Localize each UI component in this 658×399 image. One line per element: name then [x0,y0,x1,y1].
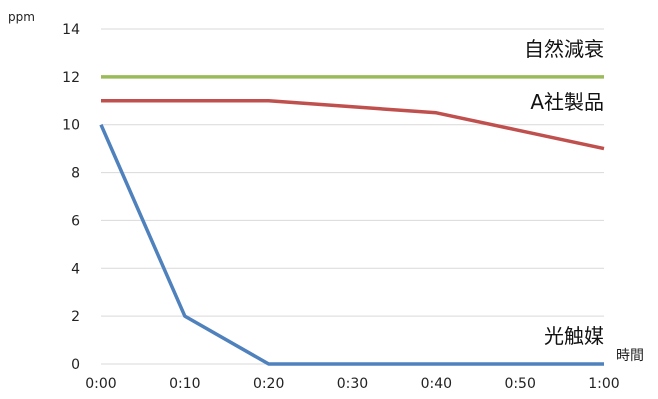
y-axis-unit-label: ppm [8,10,35,24]
y-tick-label: 10 [62,118,80,134]
y-tick-label: 0 [71,357,80,373]
y-tick-label: 12 [62,70,80,86]
series-layer [99,75,605,366]
series-label-1: 自然減衰 [524,37,604,61]
x-axis-unit-label: 時間 [616,348,644,364]
y-tick-label: 8 [71,166,80,182]
x-tick-label: 0:00 [85,376,116,392]
y-tick-label: 6 [71,213,80,229]
series-line-2 [101,99,605,151]
x-tick-label: 0:10 [169,376,200,392]
series-label-2: A社製品 [530,90,604,114]
y-tick-labels: 0 2 4 6 8 10 12 14 [62,22,80,373]
x-tick-label: 0:40 [421,376,452,392]
x-tick-labels: 0:00 0:10 0:20 0:30 0:40 0:50 1:00 [85,376,619,392]
x-tick-label: 0:20 [253,376,284,392]
x-tick-label: 0:30 [337,376,368,392]
y-tick-label: 2 [71,309,80,325]
y-tick-label: 14 [62,22,80,38]
series-line-3 [99,123,604,366]
y-tick-label: 4 [71,261,80,277]
x-tick-label: 1:00 [588,376,619,392]
series-label-3: 光触媒 [544,324,604,348]
x-tick-label: 0:50 [504,376,535,392]
grid-layer [101,28,604,365]
